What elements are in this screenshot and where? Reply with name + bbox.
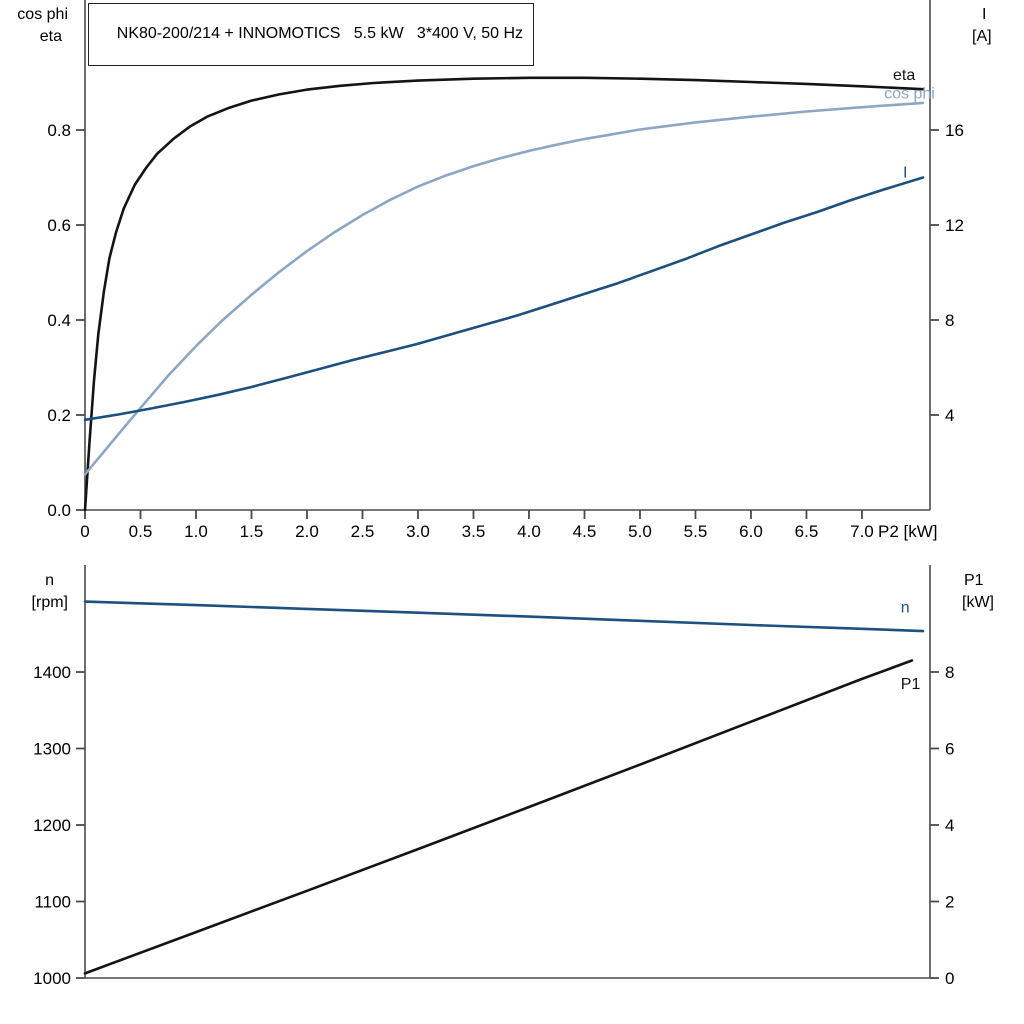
left-tick-label: 0.8 [47,121,71,140]
bottom-left-axis-title: n [rpm] [8,570,68,614]
x-tick-label: 5.5 [684,522,708,541]
kw-unit-label: [kW] [962,594,994,611]
x-tick-label: 3.5 [462,522,486,541]
right-tick-label: 8 [945,663,954,682]
x-tick-label: 1.0 [184,522,208,541]
top-left-axis-title: cos phi eta [6,4,68,48]
x-tick-label: 2.5 [351,522,375,541]
speed-axis-label: n [45,572,54,589]
x-tick-label: 7.0 [850,522,874,541]
x-tick-label: 5.0 [628,522,652,541]
bottom-right-axis-title: P1 [kW] [962,570,1014,614]
curve-eta [83,76,925,512]
curve-label-cos-phi: cos phi [884,86,935,103]
left-tick-label: 0.0 [47,501,71,520]
left-tick-label: 0.6 [47,216,71,235]
chart-title: NK80-200/214 + INNOMOTICS 5.5 kW 3*400 V… [116,25,524,42]
left-tick-label: 0.4 [47,311,71,330]
right-tick-label: 4 [945,406,954,425]
curve-i [83,176,925,422]
left-tick-label: 1300 [33,740,71,759]
curve-n [83,600,925,633]
x-tick-label: 4.0 [517,522,541,541]
x-tick-label: 0.5 [129,522,153,541]
current-axis-label: I [982,6,987,23]
x-tick-label: 4.5 [573,522,597,541]
curve-label-n: n [901,599,910,616]
x-tick-label: 3.0 [406,522,430,541]
left-tick-label: 1000 [33,969,71,988]
curve-cos-phi [83,101,925,476]
right-tick-label: 6 [945,739,954,758]
eta-axis-label: eta [39,28,62,45]
chart-title-box: NK80-200/214 + INNOMOTICS 5.5 kW 3*400 V… [88,3,535,66]
curve-p1 [83,659,914,975]
x-tick-label: 6.0 [739,522,763,541]
left-tick-label: 0.2 [47,406,71,425]
left-tick-label: 1200 [33,816,71,835]
right-tick-label: 16 [945,121,964,140]
x-tick-label: 1.5 [240,522,264,541]
x-tick-label: 0 [80,522,89,541]
top-right-axis-title: I [A] [972,4,1020,48]
curve-label-eta: eta [893,67,915,84]
right-tick-label: 12 [945,216,964,235]
rpm-unit-label: [rpm] [31,594,68,611]
curve-label-p1: P1 [901,676,921,693]
ampere-unit-label: [A] [972,28,992,45]
x-tick-label: 6.5 [795,522,819,541]
left-tick-label: 1100 [34,893,71,912]
right-tick-label: 0 [945,969,954,988]
x-tick-label: 2.0 [295,522,319,541]
cos-phi-axis-label: cos phi [17,6,68,23]
right-tick-label: 4 [945,816,954,835]
left-tick-label: 1400 [33,663,71,682]
x-axis-title: P2 [kW] [878,522,938,541]
right-tick-label: 8 [945,311,954,330]
p1-axis-label: P1 [964,572,984,589]
right-tick-label: 2 [945,892,954,911]
curve-label-i: I [903,165,907,182]
